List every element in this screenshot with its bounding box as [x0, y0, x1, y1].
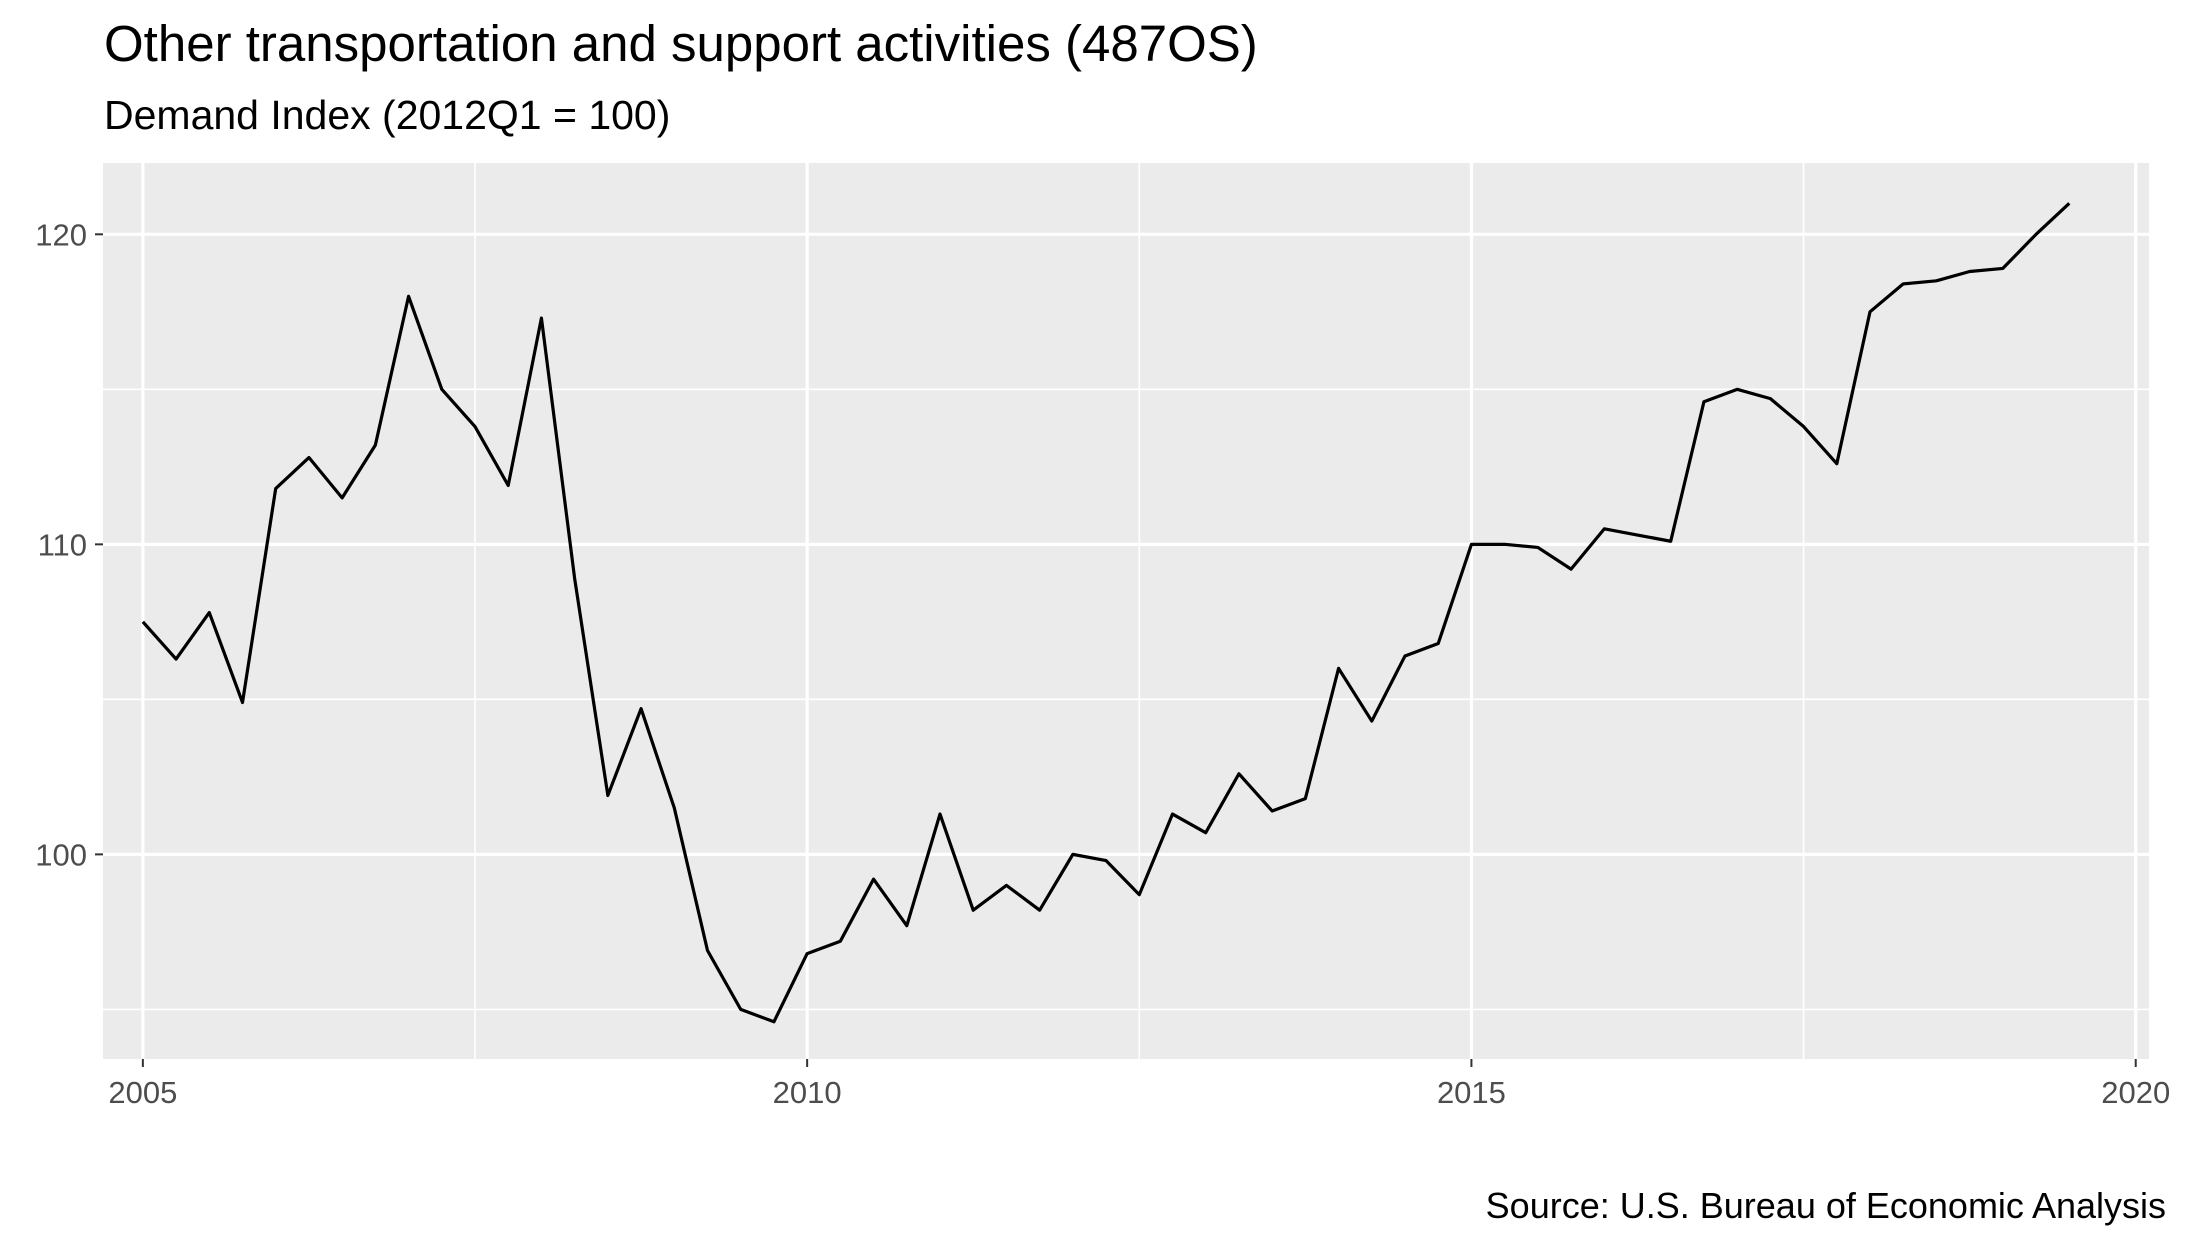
plot-panel — [103, 163, 2149, 1059]
y-tick-label: 120 — [35, 217, 87, 252]
x-axis: 2005 2010 2015 2020 — [108, 1059, 2170, 1110]
y-tick-label: 110 — [38, 527, 87, 562]
chart-title: Other transportation and support activit… — [104, 15, 1258, 72]
x-tick-label: 2010 — [773, 1075, 842, 1110]
series-layer — [141, 202, 2071, 1024]
x-tick-label: 2015 — [1437, 1075, 1506, 1110]
y-axis: 100 110 120 — [35, 217, 103, 872]
series-line — [141, 202, 2071, 1024]
chart-subtitle: Demand Index (2012Q1 = 100) — [104, 92, 671, 138]
y-tick-label: 100 — [35, 837, 87, 872]
minor-gridlines — [103, 163, 2149, 1059]
major-gridlines — [103, 163, 2149, 1059]
chart-caption: Source: U.S. Bureau of Economic Analysis — [1485, 1185, 2166, 1226]
x-tick-label: 2005 — [108, 1075, 177, 1110]
x-tick-label: 2020 — [2101, 1075, 2170, 1110]
